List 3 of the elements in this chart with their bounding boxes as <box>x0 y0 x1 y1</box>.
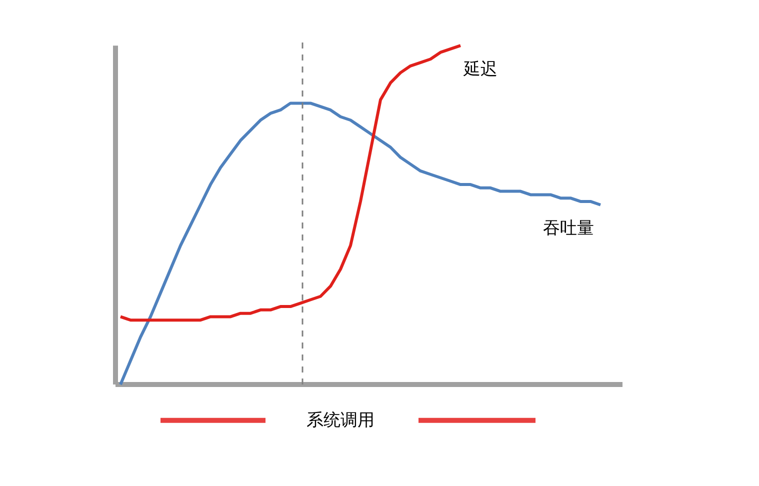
x-axis-title: 系统调用 <box>306 410 374 430</box>
series-label: 延迟 <box>462 59 498 80</box>
series-label: 吞吐量 <box>543 218 594 239</box>
